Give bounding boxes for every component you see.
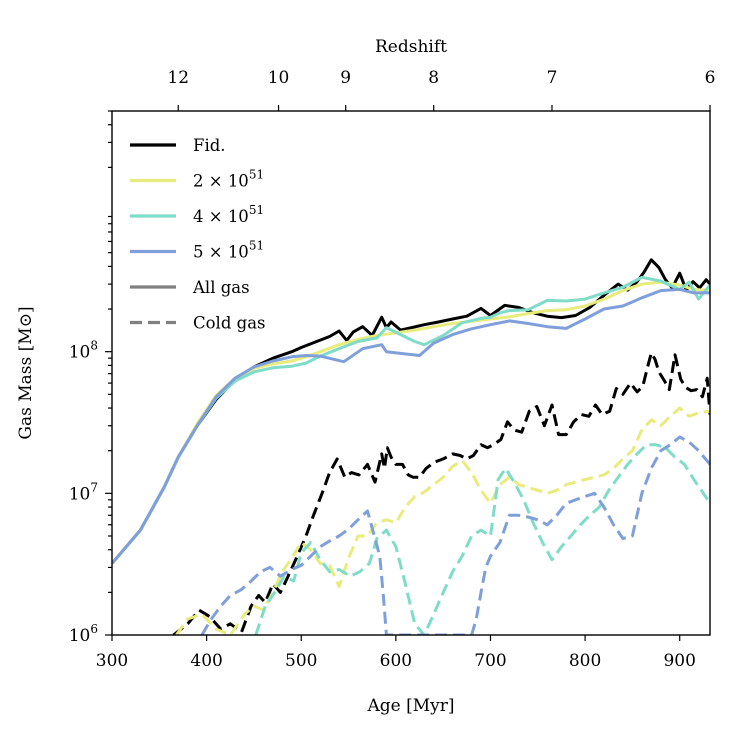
legend-label-2: 4 × 1051	[193, 203, 264, 226]
plot-frame	[111, 110, 711, 636]
x-tick-label: 600	[380, 651, 412, 671]
series-line-3	[112, 287, 710, 565]
series-line-2	[112, 275, 710, 565]
y-axis-ticks: 106 107 108	[69, 110, 112, 646]
redshift-tick-label: 8	[428, 68, 439, 88]
series-line-0	[112, 258, 710, 565]
y-axis-label: Gas Mass [M⊙]	[16, 306, 36, 439]
x-tick-label: 700	[474, 651, 506, 671]
x-tick-label: 800	[569, 651, 601, 671]
redshift-axis-label: Redshift	[375, 37, 447, 57]
redshift-tick-label: 6	[705, 68, 716, 88]
y-tick-label: 108	[69, 339, 98, 363]
y-tick-label: 106	[69, 622, 98, 646]
redshift-tick-label: 7	[547, 68, 558, 88]
redshift-tick-label: 10	[268, 68, 290, 88]
x-tick-label: 400	[190, 651, 222, 671]
redshift-tick-label: 9	[340, 68, 351, 88]
legend-label-4: All gas	[192, 278, 250, 297]
redshift-axis-ticks: 12 10 9 8 7 6	[167, 68, 715, 111]
series-layer	[112, 258, 710, 635]
series-line-4	[172, 351, 710, 635]
legend: Fid. 2 × 1051 4 × 1051 5 × 1051 All gas Cold …	[130, 136, 266, 333]
x-axis-label: Age [Myr]	[366, 696, 454, 716]
legend-label-1: 2 × 1051	[193, 168, 264, 191]
series-line-5	[175, 406, 710, 635]
legend-label-3: 5 × 1051	[193, 239, 264, 262]
legend-label-0: Fid.	[193, 136, 226, 155]
series-line-6	[254, 443, 710, 635]
y-tick-label: 107	[69, 480, 98, 504]
series-line-7	[200, 435, 710, 635]
x-tick-label: 500	[285, 651, 317, 671]
legend-label-5: Cold gas	[193, 314, 266, 333]
x-tick-label: 900	[663, 651, 695, 671]
x-tick-label: 300	[96, 651, 128, 671]
redshift-tick-label: 12	[167, 68, 189, 88]
x-axis-ticks: 300 400 500 600 700 800 900	[96, 635, 696, 671]
